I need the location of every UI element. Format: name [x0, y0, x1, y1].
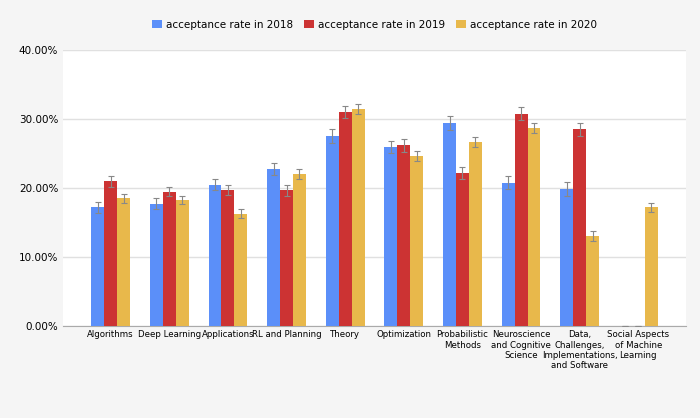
Bar: [234, 214, 247, 326]
Bar: [443, 123, 456, 326]
Bar: [384, 147, 398, 326]
Bar: [163, 191, 176, 326]
Bar: [528, 128, 540, 326]
Bar: [150, 204, 163, 326]
Bar: [561, 189, 573, 326]
Bar: [502, 183, 514, 326]
Bar: [573, 130, 586, 326]
Bar: [176, 200, 188, 326]
Bar: [326, 136, 339, 326]
Bar: [398, 145, 410, 326]
Bar: [645, 207, 658, 326]
Bar: [410, 155, 424, 326]
Bar: [209, 185, 221, 326]
Bar: [586, 236, 599, 326]
Bar: [514, 114, 528, 326]
Bar: [280, 190, 293, 326]
Bar: [293, 174, 306, 326]
Bar: [339, 112, 351, 326]
Bar: [469, 142, 482, 326]
Bar: [117, 199, 130, 326]
Bar: [267, 169, 280, 326]
Bar: [91, 207, 104, 326]
Bar: [456, 173, 469, 326]
Bar: [351, 109, 365, 326]
Bar: [104, 181, 117, 326]
Bar: [221, 190, 234, 326]
Legend: acceptance rate in 2018, acceptance rate in 2019, acceptance rate in 2020: acceptance rate in 2018, acceptance rate…: [152, 20, 597, 30]
